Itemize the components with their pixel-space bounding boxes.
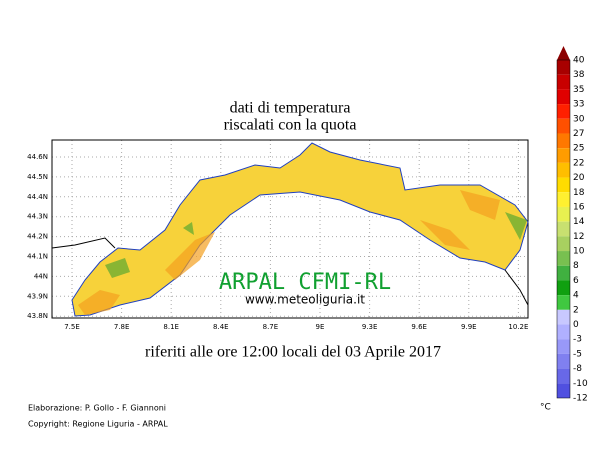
lon-label: 8.1E bbox=[163, 323, 179, 331]
colorbar-swatch bbox=[557, 89, 570, 105]
colorbar-label: -3 bbox=[573, 335, 582, 345]
colorbar-frame bbox=[556, 59, 571, 399]
lat-label: 44.2N bbox=[27, 233, 48, 241]
lon-label: 8.7E bbox=[263, 323, 279, 331]
colorbar-swatch bbox=[557, 353, 570, 369]
colorbar-swatch bbox=[557, 383, 570, 398]
colorbar-swatch bbox=[557, 309, 570, 325]
lat-label: 44.5N bbox=[27, 173, 48, 181]
title-line: riscalati con la quota bbox=[224, 117, 357, 134]
unit: °C bbox=[540, 403, 551, 413]
colorbar-swatch bbox=[557, 339, 570, 354]
lon-label: 9.6E bbox=[411, 323, 427, 331]
lon-label: 7.8E bbox=[114, 323, 130, 331]
colorbar-label: 38 bbox=[573, 70, 585, 80]
colorbar-swatch bbox=[557, 251, 570, 266]
lon-label: 8.4E bbox=[213, 323, 229, 331]
colorbar-swatch bbox=[557, 60, 570, 75]
colorbar-label: -10 bbox=[573, 379, 588, 389]
colorbar-label: 12 bbox=[573, 232, 584, 242]
colorbar-label: 33 bbox=[573, 100, 584, 110]
colorbar-swatch bbox=[557, 104, 570, 119]
colorbar-swatch bbox=[557, 148, 570, 163]
colorbar-label: -12 bbox=[573, 394, 588, 404]
colorbar-swatch bbox=[557, 118, 570, 134]
colorbar-label: 30 bbox=[573, 114, 585, 124]
subtitle: riferiti alle ore 12:00 locali del 03 Ap… bbox=[145, 344, 441, 361]
lon-label: 7.5E bbox=[64, 323, 80, 331]
colorbar-label: 35 bbox=[573, 85, 584, 95]
colorbar-swatch bbox=[557, 133, 570, 149]
colorbar-label: -8 bbox=[573, 364, 582, 374]
colorbar-label: 4 bbox=[573, 291, 579, 301]
colorbar-label: 18 bbox=[573, 188, 585, 198]
credit: Copyright: Regione Liguria - ARPAL bbox=[28, 420, 168, 429]
colorbar-swatch bbox=[557, 177, 570, 193]
colorbar-label: 8 bbox=[573, 261, 579, 271]
colorbar-label: -5 bbox=[573, 349, 582, 359]
website: www.meteoliguria.it bbox=[245, 293, 365, 307]
lat-label: 43.9N bbox=[27, 292, 48, 300]
colorbar-label: 0 bbox=[573, 320, 579, 330]
map-frame bbox=[51, 139, 529, 319]
colorbar-label: 40 bbox=[573, 56, 585, 66]
lat-label: 44.6N bbox=[27, 153, 48, 161]
lon-label: 9E bbox=[316, 323, 325, 331]
colorbar-swatch bbox=[557, 74, 570, 90]
colorbar-label: 2 bbox=[573, 305, 579, 315]
lat-label: 44.4N bbox=[27, 193, 48, 201]
lat-label: 44.3N bbox=[27, 213, 48, 221]
colorbar: 403835333027252220181614121086420-3-5-8-… bbox=[556, 46, 588, 404]
colorbar-swatch bbox=[557, 324, 570, 340]
colorbar-swatch bbox=[557, 162, 570, 178]
colorbar-swatch bbox=[557, 265, 570, 281]
lat-label: 44.1N bbox=[27, 253, 48, 261]
colorbar-label: 6 bbox=[573, 276, 579, 286]
coastline bbox=[51, 237, 529, 306]
lon-label: 9.3E bbox=[362, 323, 378, 331]
lon-label: 9.9E bbox=[461, 323, 477, 331]
credit: Elaborazione: P. Gollo - F. Giannoni bbox=[28, 404, 166, 413]
lat-label: 43.8N bbox=[27, 312, 48, 320]
colorbar-swatch bbox=[557, 368, 570, 384]
colorbar-swatch bbox=[557, 221, 570, 237]
watermark: ARPAL CFMI-RL bbox=[219, 270, 391, 295]
colorbar-label: 22 bbox=[573, 158, 584, 168]
colorbar-swatch bbox=[557, 192, 570, 207]
colorbar-label: 10 bbox=[573, 247, 585, 257]
colorbar-label: 27 bbox=[573, 129, 584, 139]
colorbar-label: 25 bbox=[573, 144, 584, 154]
lon-label: 10.2E bbox=[508, 323, 528, 331]
colorbar-swatch bbox=[557, 280, 570, 296]
colorbar-arrow bbox=[557, 46, 570, 60]
colorbar-swatch bbox=[557, 236, 570, 252]
colorbar-label: 16 bbox=[573, 202, 585, 212]
lat-label: 44N bbox=[34, 272, 48, 280]
colorbar-label: 20 bbox=[573, 173, 585, 183]
colorbar-swatch bbox=[557, 295, 570, 310]
colorbar-swatch bbox=[557, 206, 570, 222]
colorbar-label: 14 bbox=[573, 217, 585, 227]
title-line: dati di temperatura bbox=[230, 100, 351, 117]
